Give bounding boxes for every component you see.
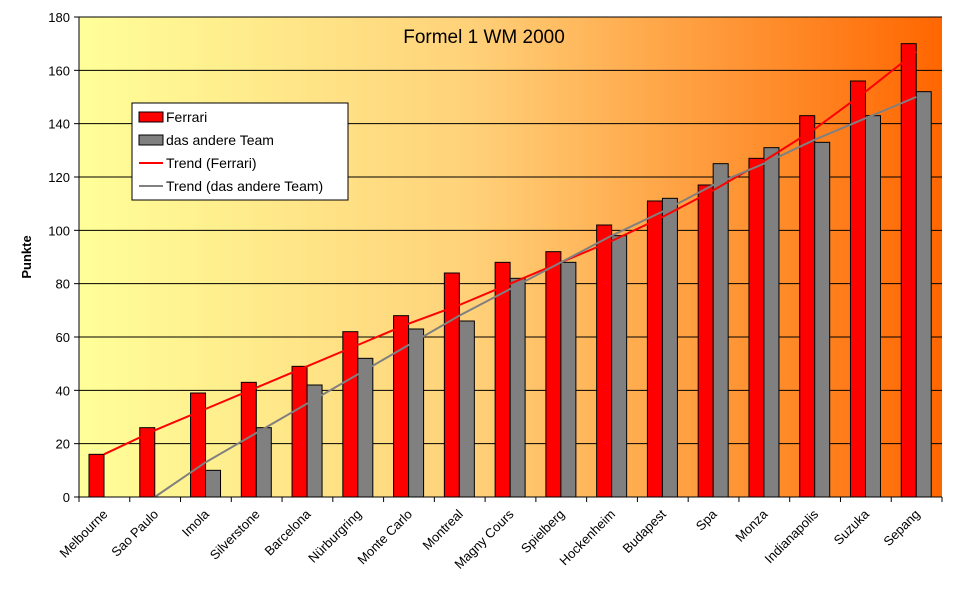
- bar-ferrari: [291, 365, 308, 498]
- bar-ferrari: [900, 43, 917, 498]
- trend-line-other-team: [154, 96, 917, 498]
- legend-label: Trend (das andere Team): [166, 178, 323, 194]
- bar-ferrari: [494, 261, 511, 498]
- bar-other-team: [357, 357, 374, 498]
- trend-line-ferrari: [103, 50, 917, 456]
- bar-other-team: [205, 469, 222, 498]
- bars: [88, 43, 932, 498]
- bar-other-team: [814, 141, 831, 498]
- x-tick-label: Melbourne: [56, 507, 110, 561]
- legend-swatch: [138, 134, 164, 146]
- y-tick-label: 140: [48, 117, 70, 132]
- x-tick-label: Barcelona: [262, 506, 315, 559]
- y-tick-label: 20: [56, 437, 70, 452]
- x-tick-label: Imola: [179, 506, 213, 540]
- bar-ferrari: [646, 200, 663, 498]
- bar-other-team: [864, 115, 881, 498]
- bar-other-team: [560, 261, 577, 498]
- y-tick-label: 160: [48, 63, 70, 78]
- legend-label: Trend (Ferrari): [166, 155, 257, 171]
- bar-ferrari: [190, 392, 207, 498]
- x-tick-label: Indianapolis: [762, 506, 822, 566]
- bar-other-team: [408, 328, 425, 498]
- bar-ferrari: [748, 157, 765, 498]
- bar-other-team: [661, 197, 678, 498]
- legend-swatch: [138, 111, 164, 123]
- bar-other-team: [458, 320, 475, 498]
- bar-ferrari: [342, 331, 359, 498]
- bar-ferrari: [545, 251, 562, 498]
- bar-other-team: [255, 427, 272, 498]
- legend-box: [131, 102, 349, 201]
- x-tick-label: Spa: [693, 506, 721, 534]
- x-tick-label: Sao Paulo: [108, 507, 161, 560]
- bar-ferrari: [596, 224, 613, 498]
- bar-other-team: [509, 277, 526, 498]
- y-tick-label: 100: [48, 223, 70, 238]
- bar-ferrari: [697, 184, 714, 498]
- bar-other-team: [763, 147, 780, 498]
- bar-ferrari: [799, 115, 816, 498]
- bar-ferrari: [88, 453, 105, 498]
- x-tick-label: Sepang: [880, 507, 922, 549]
- legend-label: das andere Team: [166, 132, 274, 148]
- x-tick-label: Spielberg: [518, 507, 567, 556]
- y-tick-label: 80: [56, 277, 70, 292]
- axes: [74, 16, 943, 502]
- bar-ferrari: [393, 315, 410, 498]
- x-tick-label: Monte Carlo: [354, 507, 415, 568]
- x-tick-label: Suzuka: [831, 506, 873, 548]
- x-tick-label: Budapest: [619, 506, 669, 556]
- bar-other-team: [915, 91, 932, 498]
- x-tick-label: Monza: [732, 506, 771, 545]
- trend-lines: [103, 50, 917, 498]
- legend: Ferrari das andere Team Trend (Ferrari) Tre…: [131, 102, 349, 201]
- y-tick-label: 40: [56, 383, 70, 398]
- x-tick-label: Silverstone: [207, 507, 263, 563]
- bar-ferrari: [849, 80, 866, 498]
- legend-label: Ferrari: [166, 109, 207, 125]
- bar-other-team: [611, 235, 628, 498]
- bar-other-team: [712, 163, 729, 498]
- y-tick-label: 0: [63, 490, 70, 505]
- y-axis-label: Punkte: [19, 235, 34, 278]
- y-tick-label: 120: [48, 170, 70, 185]
- y-tick-label: 180: [48, 10, 70, 25]
- bar-ferrari: [139, 427, 156, 498]
- y-tick-label: 60: [56, 330, 70, 345]
- chart-title: Formel 1 WM 2000: [403, 27, 565, 48]
- x-tick-label: Montreal: [419, 506, 465, 552]
